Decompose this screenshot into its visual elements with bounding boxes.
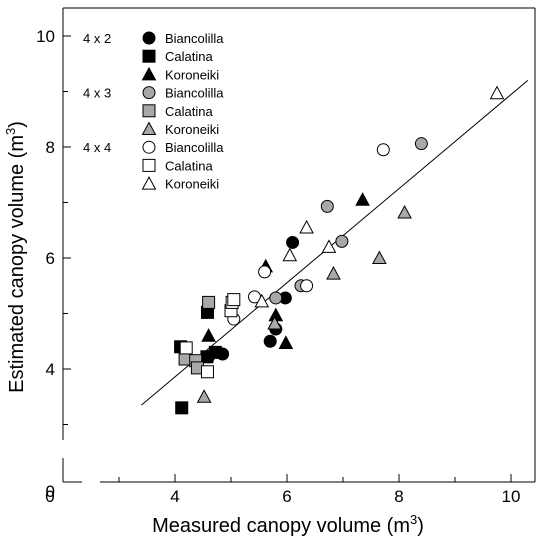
y-tick-label: 6 <box>46 249 55 268</box>
point-s6-triangle <box>196 389 212 403</box>
point-s3-triangle <box>278 335 294 349</box>
y-tick-label: 8 <box>46 138 55 157</box>
data-points <box>174 85 505 415</box>
legend-group-label: 4 x 2 <box>83 31 111 46</box>
point-s3-triangle <box>355 192 370 206</box>
ticks: 0 4 6 8 10 0 4 6 8 10 <box>36 27 520 506</box>
y-axis-title: Estimated canopy volume (m3) <box>3 121 28 393</box>
point-s8-square <box>179 341 193 355</box>
legend-symbol-triangle <box>141 176 157 190</box>
legend-symbol-circle <box>142 86 156 100</box>
legend-entry-label: Biancolilla <box>165 86 224 101</box>
legend-entry-label: Biancolilla <box>165 31 224 46</box>
legend-symbol-circle <box>142 31 156 45</box>
legend-symbol-circle <box>142 140 156 154</box>
legend-symbol-triangle <box>141 121 157 136</box>
point-s1-circle <box>263 334 277 348</box>
legend-entry-label: Biancolilla <box>165 140 224 155</box>
legend-entry-label: Calatina <box>165 104 213 119</box>
point-s9-triangle <box>321 239 337 253</box>
point-s9-triangle <box>299 219 314 234</box>
legend: 4 x 2 Biancolilla Calatina Koroneiki 4 x 3 Bi… <box>83 31 224 192</box>
x-tick-label: 10 <box>502 487 521 506</box>
point-s6-triangle <box>397 204 412 219</box>
legend-group-label: 4 x 4 <box>83 140 111 155</box>
legend-symbol-square <box>142 104 156 118</box>
legend-symbol-square <box>142 49 156 63</box>
point-s1-circle <box>286 235 300 249</box>
legend-group-label: 4 x 3 <box>83 86 111 101</box>
point-s3-triangle <box>201 328 216 342</box>
legend-entry-label: Koroneiki <box>165 67 219 82</box>
point-s9-triangle <box>254 293 270 308</box>
x-tick-label: 4 <box>170 487 179 506</box>
legend-entry-label: Koroneiki <box>165 122 219 137</box>
point-s2-square <box>208 345 222 359</box>
point-s6-triangle <box>372 250 387 265</box>
y-tick-label: 4 <box>46 360 55 379</box>
point-s2-square <box>175 401 189 415</box>
point-s4-circle <box>335 234 349 248</box>
legend-entry-label: Calatina <box>165 49 213 64</box>
legend-entry-label: Calatina <box>165 158 213 173</box>
point-s4-circle <box>269 291 283 305</box>
legend-symbol-triangle <box>141 66 157 81</box>
legend-symbol-square <box>142 158 156 172</box>
point-s4-circle <box>320 199 334 213</box>
point-s7-circle <box>258 265 272 279</box>
point-s5-square <box>202 295 216 309</box>
x-axis-title: Measured canopy volume (m3) <box>152 512 424 537</box>
point-s7-circle <box>300 279 314 293</box>
point-s8-square <box>227 293 241 307</box>
x-tick-label: 8 <box>394 487 403 506</box>
x-tick-label: 6 <box>282 487 291 506</box>
point-s9-triangle <box>282 247 298 262</box>
point-s9-triangle <box>489 85 505 100</box>
y-tick-label: 10 <box>36 27 55 46</box>
point-s4-circle <box>414 137 428 151</box>
y-tick-label: 0 <box>46 482 55 501</box>
point-s7-circle <box>376 143 390 157</box>
x-tick-label: 0 <box>45 487 54 506</box>
legend-entry-label: Koroneiki <box>165 177 219 192</box>
point-s6-triangle <box>326 265 341 280</box>
point-s6-triangle <box>267 315 283 330</box>
point-s8-square <box>200 365 214 379</box>
axes <box>62 7 536 483</box>
